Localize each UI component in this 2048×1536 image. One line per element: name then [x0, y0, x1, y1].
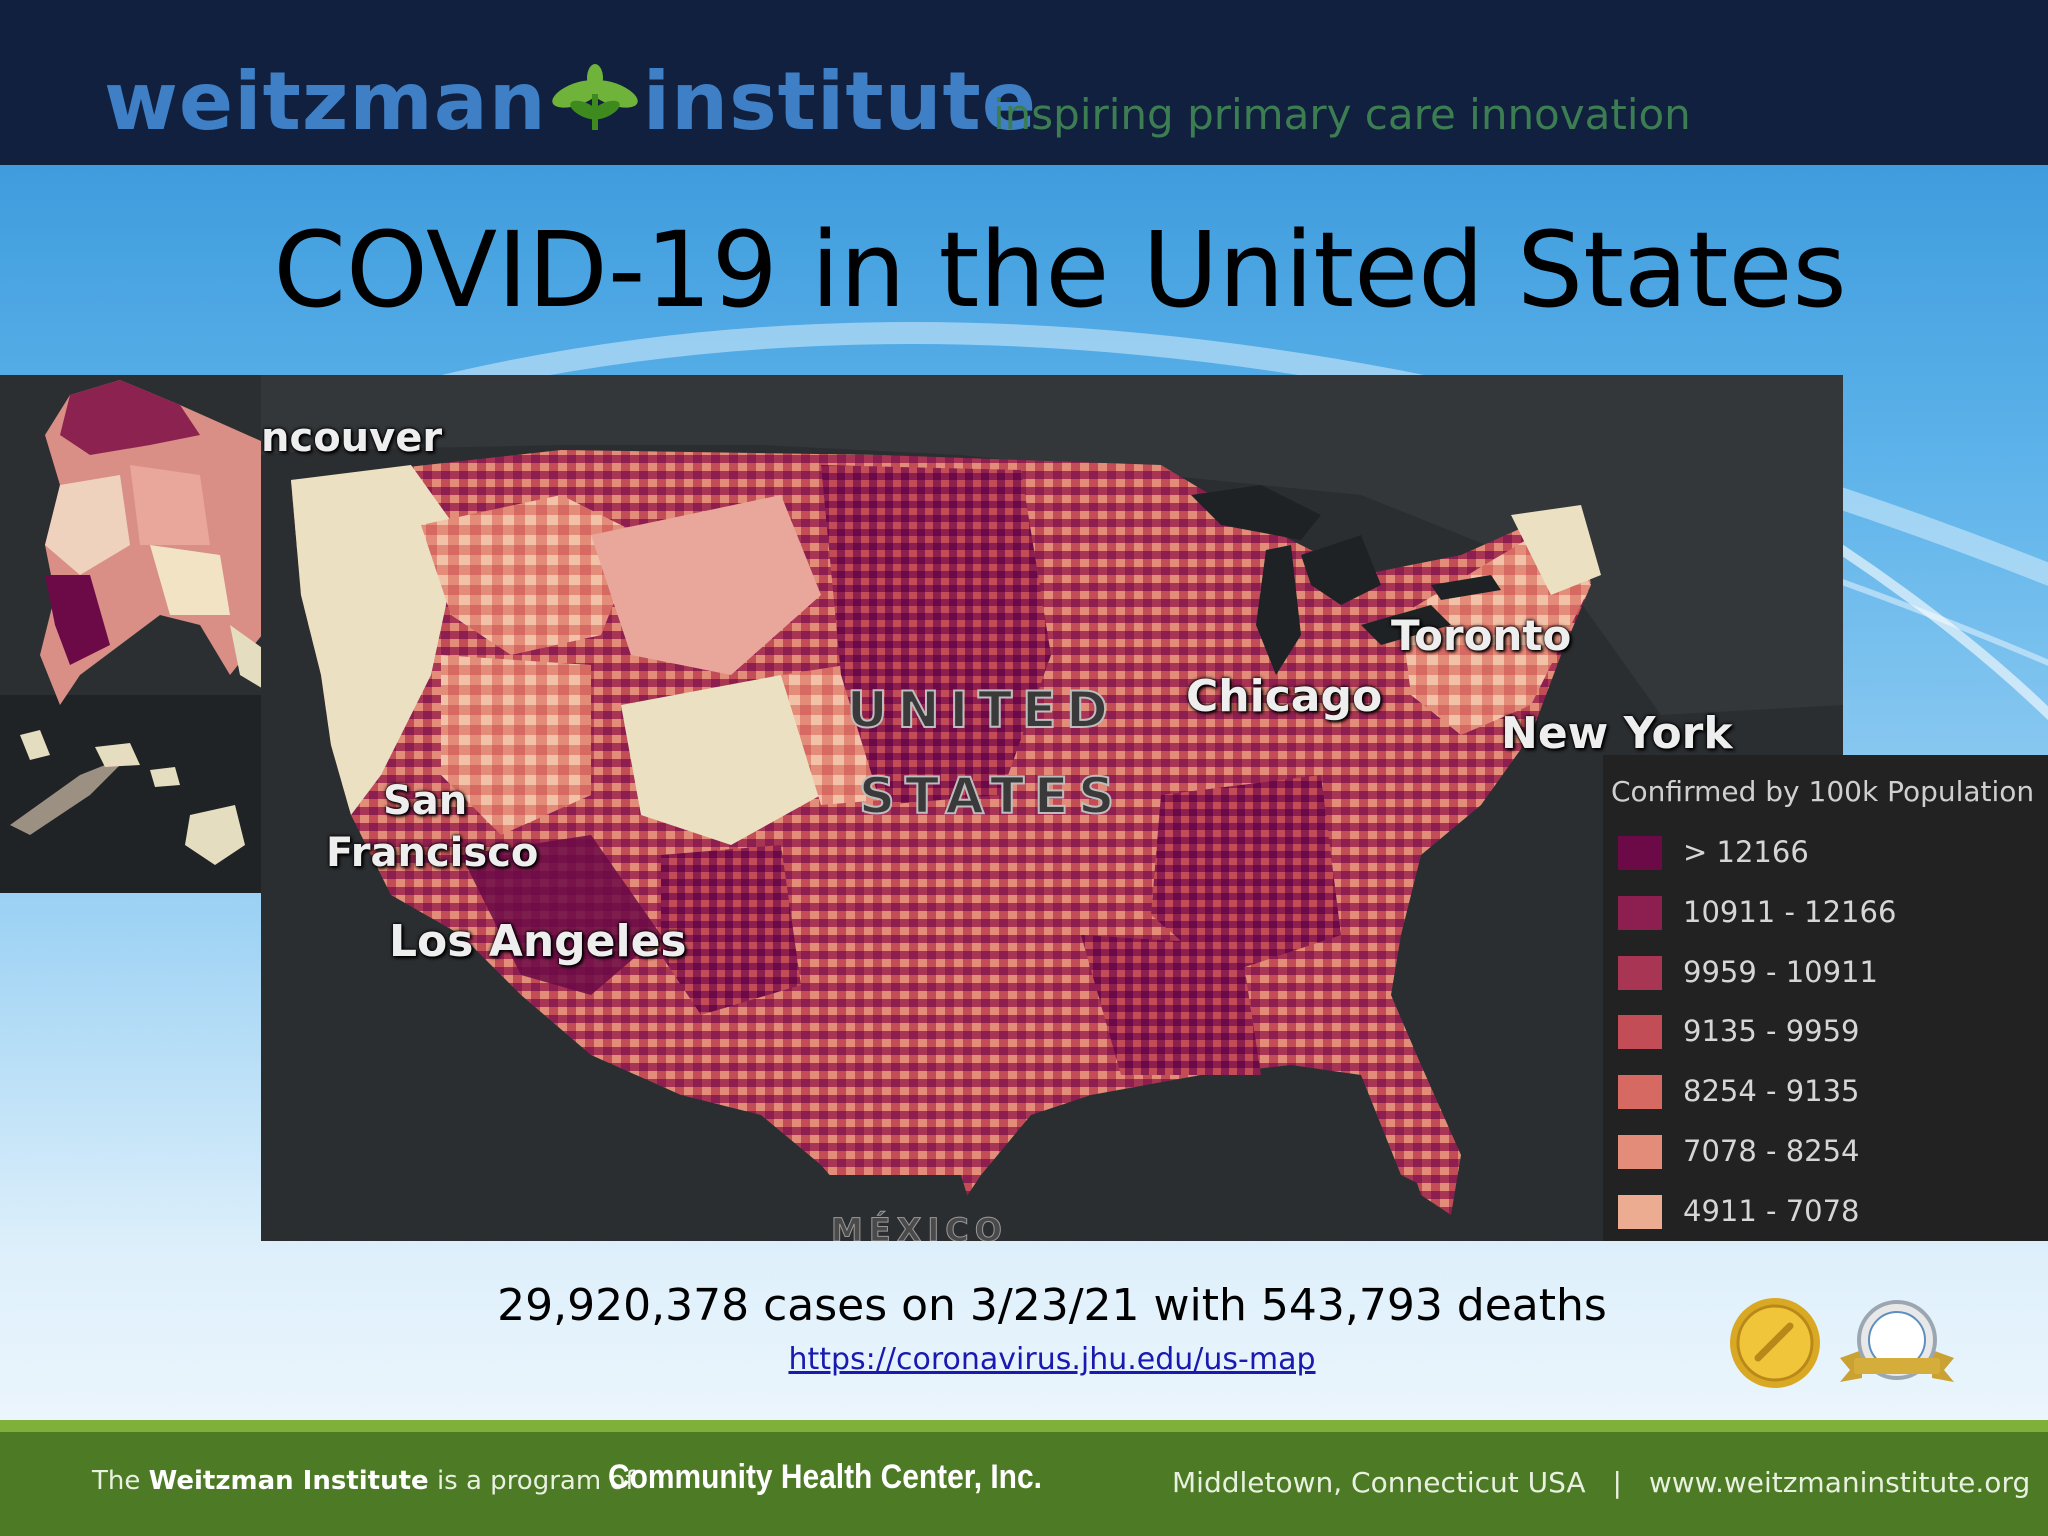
label-toronto: Toronto	[1391, 611, 1572, 660]
footer-the: The	[92, 1466, 141, 1496]
legend-swatch	[1618, 956, 1662, 990]
footer-website[interactable]: www.weitzmaninstitute.org	[1648, 1466, 2031, 1499]
footer-location: Middletown, Connecticut USA	[1172, 1466, 1586, 1499]
legend-swatch	[1618, 1075, 1662, 1109]
legend-label: 9959 - 10911	[1683, 955, 1878, 989]
legend-swatch	[1618, 1195, 1662, 1229]
ncqa-seal-icon	[1832, 1298, 1962, 1394]
footer-program-text: is a program of	[436, 1466, 635, 1496]
source-link[interactable]: https://coronavirus.jhu.edu/us-map	[788, 1342, 1316, 1377]
footer-separator: |	[1612, 1466, 1622, 1499]
brand-word-right: institute	[642, 55, 1038, 148]
legend-item: > 12166	[1618, 831, 2038, 875]
header-bar	[0, 0, 2048, 165]
map-legend: Confirmed by 100k Population > 12166 109…	[1603, 755, 2048, 1241]
legend-label: 10911 - 12166	[1683, 895, 1897, 929]
footer-institute-text: The Weitzman Institute is a program of	[92, 1466, 635, 1496]
legend-swatch	[1618, 836, 1662, 870]
legend-item: 10911 - 12166	[1618, 891, 2038, 935]
footer-bar	[0, 1420, 2048, 1536]
legend-label: 4911 - 7078	[1683, 1194, 1860, 1228]
label-states: STATES	[858, 766, 1125, 826]
label-vancouver: ncouver	[261, 415, 443, 461]
legend-label: 7078 - 8254	[1683, 1134, 1860, 1168]
label-san: San	[383, 778, 468, 824]
label-chicago: Chicago	[1186, 671, 1383, 722]
legend-item: 4911 - 7078	[1618, 1190, 2038, 1234]
footer-stripe	[0, 1420, 2048, 1432]
legend-label: > 12166	[1683, 835, 1809, 869]
leaf-logo-icon	[547, 57, 643, 157]
legend-item: 9135 - 9959	[1618, 1010, 2038, 1054]
slide-title: COVID-19 in the United States	[273, 209, 1847, 331]
legend-item: 9959 - 10911	[1618, 951, 2038, 995]
case-summary: 29,920,378 cases on 3/23/21 with 543,793…	[497, 1280, 1607, 1331]
brand-word-left: weitzman	[104, 55, 547, 148]
legend-label: 9135 - 9959	[1683, 1014, 1860, 1048]
label-los-angeles: Los Angeles	[389, 916, 687, 967]
legend-title: Confirmed by 100k Population	[1611, 775, 2035, 808]
legend-swatch	[1618, 1015, 1662, 1049]
legend-label: 8254 - 9135	[1683, 1074, 1860, 1108]
footer-org-name: Community Health Center, Inc.	[608, 1458, 1042, 1496]
legend-swatch	[1618, 896, 1662, 930]
label-francisco: Francisco	[326, 830, 539, 876]
joint-commission-seal-icon	[1728, 1296, 1822, 1394]
label-mexico: MÉXICO	[831, 1211, 1008, 1242]
legend-item: 8254 - 9135	[1618, 1070, 2038, 1114]
legend-swatch	[1618, 1135, 1662, 1169]
brand-tagline: inspiring primary care innovation	[993, 90, 1691, 139]
footer-institute-name: Weitzman Institute	[148, 1466, 429, 1496]
legend-item: 7078 - 8254	[1618, 1130, 2038, 1174]
label-united: UNITED	[846, 680, 1118, 740]
footer-contact: Middletown, Connecticut USA | www.weitzm…	[1172, 1466, 2030, 1499]
brand-logo: weitzman institute	[104, 52, 1037, 157]
label-new-york: New York	[1501, 708, 1733, 759]
us-choropleth-map: ncouver Toronto Chicago New York San Fra…	[261, 375, 1843, 1241]
